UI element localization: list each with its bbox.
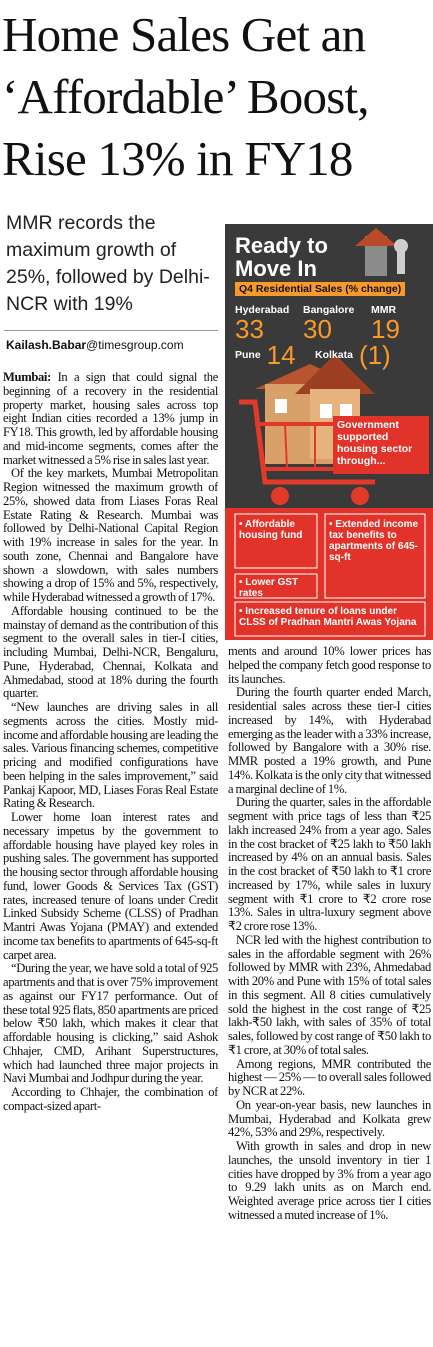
stat-city: Pune xyxy=(235,349,261,361)
paragraph: “During the year, we have sold a total o… xyxy=(3,961,218,1086)
paragraph: Among regions, MMR contributed the highe… xyxy=(228,1056,431,1098)
stat: Kolkata (1) xyxy=(315,342,391,368)
paragraph-text: Lower home loan interest rates and neces… xyxy=(3,810,218,962)
paragraph: Mumbai: In a sign that could signal the … xyxy=(3,371,218,467)
paragraph: During the fourth quarter ended March, r… xyxy=(228,685,431,796)
paragraph: Of the key markets, Mumbai Metropolitan … xyxy=(3,466,218,605)
stat: MMR 19 xyxy=(371,304,400,342)
illustration xyxy=(225,228,433,640)
paragraph: During the quarter, sales in the afforda… xyxy=(228,795,431,933)
paragraph: “New launches are driving sales in all s… xyxy=(3,700,218,811)
paragraph-text: Affordable housing continued to be the m… xyxy=(3,603,218,701)
headline: Home Sales Get an ‘Affordable’ Boost, Ri… xyxy=(2,4,432,190)
paragraph: On year-on-year basis, new launches in M… xyxy=(228,1097,431,1140)
left-column: Mumbai: In a sign that could signal the … xyxy=(3,371,218,1343)
dateline: Mumbai: xyxy=(3,371,51,384)
paragraph: ments and around 10% lower prices has he… xyxy=(228,645,431,686)
email: @timesgroup.com xyxy=(86,338,184,352)
paragraph-text: In a sign that could signal the beginnin… xyxy=(3,371,218,467)
bullet: • Lower GST rates xyxy=(239,577,299,599)
stat: Hyderabad 33 xyxy=(235,304,289,342)
info-subtitle: Q4 Residential Sales (% change) xyxy=(235,282,406,296)
author: Kailash.Babar xyxy=(6,338,87,352)
deck: MMR records the maximum growth of 25%, f… xyxy=(6,212,210,315)
paragraph: Affordable housing continued to be the m… xyxy=(3,603,218,701)
paragraph: With growth in sales and drop in new lau… xyxy=(228,1139,431,1222)
callout: Government supported housing sector thro… xyxy=(337,419,413,467)
stat-city: Kolkata xyxy=(315,349,353,361)
paragraph-text: According to Chhajer, the combination of… xyxy=(3,1085,218,1113)
paragraph-text: Of the key markets, Mumbai Metropolitan … xyxy=(3,466,218,604)
bullet: • Affordable housing fund xyxy=(239,519,303,541)
stat-value: 19 xyxy=(371,314,400,344)
byline: Kailash.Babar@timesgroup.com xyxy=(6,338,184,352)
info-title: Ready to Move In xyxy=(235,234,328,280)
headline-line: Home Sales Get an xyxy=(2,7,366,62)
paragraph: Lower home loan interest rates and neces… xyxy=(3,810,218,962)
paragraph-text: “New launches are driving sales in all s… xyxy=(3,700,218,811)
bullet-text: Lower GST rates xyxy=(239,577,299,599)
bullet-text: Increased tenure of loans under CLSS of … xyxy=(239,606,417,628)
info-title-line: Ready to xyxy=(235,233,328,258)
rule xyxy=(4,330,218,331)
bullet: • Increased tenure of loans under CLSS o… xyxy=(239,606,417,628)
stat-value: 30 xyxy=(303,314,332,344)
info-title-line: Move In xyxy=(235,256,317,281)
stat-city: Hyderabad xyxy=(235,304,290,316)
paragraph: According to Chhajer, the combination of… xyxy=(3,1085,218,1114)
stat-value: 33 xyxy=(235,314,264,344)
right-column: ments and around 10% lower prices has he… xyxy=(228,645,431,1343)
headline-line: Rise 13% in FY18 xyxy=(2,131,353,186)
stat-value: 14 xyxy=(266,340,296,370)
bullet-text: Extended income tax benefits to apartmen… xyxy=(329,519,419,563)
bullet: • Extended income tax benefits to apartm… xyxy=(329,519,419,563)
stat-city: Bangalore xyxy=(303,304,355,316)
stat-value: (1) xyxy=(358,340,391,370)
paragraph: NCR led with the highest contribution to… xyxy=(228,932,431,1057)
headline-line: ‘Affordable’ Boost, xyxy=(2,69,370,124)
stat-city: MMR xyxy=(371,304,397,316)
infographic: Ready to Move In Q4 Residential Sales (%… xyxy=(225,224,433,640)
paragraph-text: “During the year, we have sold a total o… xyxy=(3,961,218,1086)
stat: Bangalore 30 xyxy=(303,304,354,342)
bullet-text: Affordable housing fund xyxy=(239,519,303,541)
stat: Pune 14 xyxy=(235,342,296,368)
